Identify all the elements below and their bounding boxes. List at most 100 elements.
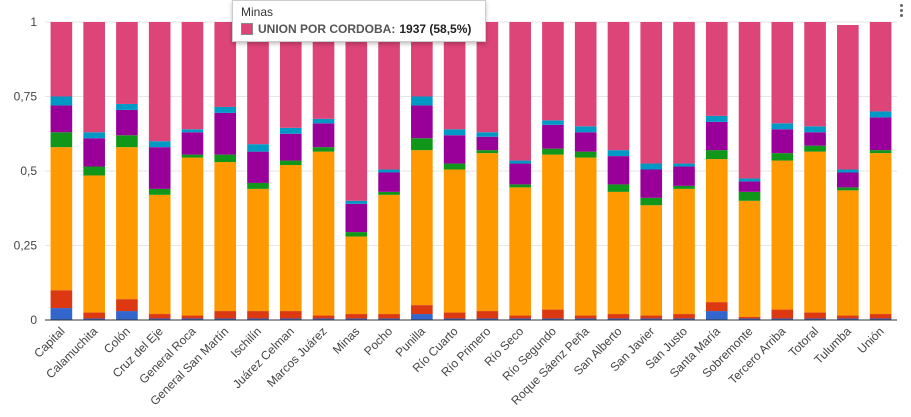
bar-segment[interactable]	[804, 132, 826, 146]
bar-stack[interactable]	[247, 22, 269, 320]
bar-segment[interactable]	[83, 318, 105, 320]
bar-segment[interactable]	[50, 147, 73, 291]
bar-segment[interactable]	[771, 129, 794, 154]
bar-segment[interactable]	[279, 133, 302, 161]
bar-segment[interactable]	[542, 318, 564, 320]
bar-stack[interactable]	[607, 22, 630, 320]
bar-segment[interactable]	[771, 153, 794, 161]
bar-segment[interactable]	[804, 312, 826, 319]
bar-segment[interactable]	[247, 22, 269, 145]
bar-segment[interactable]	[378, 22, 400, 170]
bar-segment[interactable]	[574, 157, 597, 316]
bar-segment[interactable]	[411, 305, 433, 315]
bar-segment[interactable]	[411, 138, 433, 151]
bar-segment[interactable]	[443, 169, 466, 313]
bar-stack[interactable]	[279, 22, 302, 320]
bar-segment[interactable]	[148, 22, 171, 142]
bar-segment[interactable]	[148, 188, 171, 195]
bar-segment[interactable]	[705, 150, 728, 160]
bar-segment[interactable]	[509, 160, 531, 164]
bar-segment[interactable]	[542, 148, 564, 155]
bar-segment[interactable]	[771, 123, 794, 130]
bar-segment[interactable]	[279, 160, 302, 166]
bar-segment[interactable]	[247, 182, 269, 189]
bar-segment[interactable]	[378, 318, 400, 320]
bar-segment[interactable]	[738, 318, 761, 320]
bar-segment[interactable]	[116, 147, 138, 300]
bar-segment[interactable]	[738, 178, 761, 182]
bar-segment[interactable]	[214, 112, 237, 155]
bar-segment[interactable]	[804, 318, 826, 320]
bar-segment[interactable]	[148, 318, 171, 320]
bar-segment[interactable]	[771, 318, 794, 320]
bar-segment[interactable]	[443, 135, 466, 164]
bar-stack[interactable]	[443, 24, 466, 320]
bar-segment[interactable]	[869, 153, 892, 315]
bar-segment[interactable]	[345, 203, 368, 233]
bar-segment[interactable]	[378, 169, 400, 173]
bar-segment[interactable]	[181, 318, 204, 320]
bar-segment[interactable]	[148, 141, 171, 148]
bar-segment[interactable]	[443, 318, 466, 320]
bar-segment[interactable]	[542, 120, 564, 125]
bar-segment[interactable]	[411, 150, 433, 306]
bar-segment[interactable]	[607, 184, 630, 192]
bar-segment[interactable]	[673, 163, 695, 167]
bar-segment[interactable]	[378, 172, 400, 192]
bar-segment[interactable]	[50, 308, 73, 320]
bar-segment[interactable]	[607, 150, 630, 157]
bar-segment[interactable]	[509, 187, 531, 316]
bar-segment[interactable]	[247, 318, 269, 320]
bar-stack[interactable]	[738, 22, 761, 320]
bar-segment[interactable]	[312, 151, 335, 316]
bar-segment[interactable]	[50, 132, 73, 148]
bar-segment[interactable]	[869, 111, 892, 118]
bar-segment[interactable]	[116, 103, 138, 110]
bar-stack[interactable]	[837, 24, 859, 320]
bar-stack[interactable]	[148, 22, 171, 320]
bar-stack[interactable]	[476, 22, 499, 320]
bar-segment[interactable]	[607, 191, 630, 315]
bar-segment[interactable]	[312, 118, 335, 124]
bar-segment[interactable]	[509, 184, 531, 188]
bar-segment[interactable]	[312, 22, 335, 119]
bar-segment[interactable]	[148, 147, 171, 189]
bar-segment[interactable]	[247, 311, 269, 319]
bar-segment[interactable]	[411, 96, 433, 106]
bar-segment[interactable]	[247, 151, 269, 183]
bar-segment[interactable]	[837, 169, 859, 173]
bar-segment[interactable]	[148, 194, 171, 315]
bar-segment[interactable]	[574, 315, 597, 319]
bar-stack[interactable]	[542, 22, 564, 320]
bar-segment[interactable]	[607, 156, 630, 185]
bar-segment[interactable]	[673, 22, 695, 164]
bar-segment[interactable]	[214, 318, 237, 320]
bar-segment[interactable]	[607, 318, 630, 320]
bar-segment[interactable]	[345, 314, 368, 319]
bar-segment[interactable]	[640, 22, 663, 164]
bar-segment[interactable]	[214, 311, 237, 319]
bar-segment[interactable]	[476, 311, 499, 319]
bar-segment[interactable]	[116, 135, 138, 148]
bar-segment[interactable]	[312, 123, 335, 148]
bar-segment[interactable]	[312, 147, 335, 152]
bar-stack[interactable]	[705, 22, 728, 320]
bar-segment[interactable]	[83, 166, 105, 176]
bar-segment[interactable]	[673, 185, 695, 189]
bar-segment[interactable]	[673, 188, 695, 315]
bar-segment[interactable]	[837, 315, 859, 319]
bar-segment[interactable]	[574, 318, 597, 320]
bar-segment[interactable]	[148, 314, 171, 319]
bar-segment[interactable]	[542, 309, 564, 319]
bar-stack[interactable]	[869, 22, 892, 320]
bar-segment[interactable]	[214, 162, 237, 312]
bar-segment[interactable]	[443, 312, 466, 319]
bar-segment[interactable]	[771, 22, 794, 124]
bar-segment[interactable]	[738, 191, 761, 201]
bar-stack[interactable]	[804, 22, 826, 320]
bar-segment[interactable]	[247, 188, 269, 312]
bar-segment[interactable]	[542, 22, 564, 121]
bar-segment[interactable]	[181, 157, 204, 316]
bar-stack[interactable]	[345, 26, 368, 320]
bar-segment[interactable]	[804, 145, 826, 152]
